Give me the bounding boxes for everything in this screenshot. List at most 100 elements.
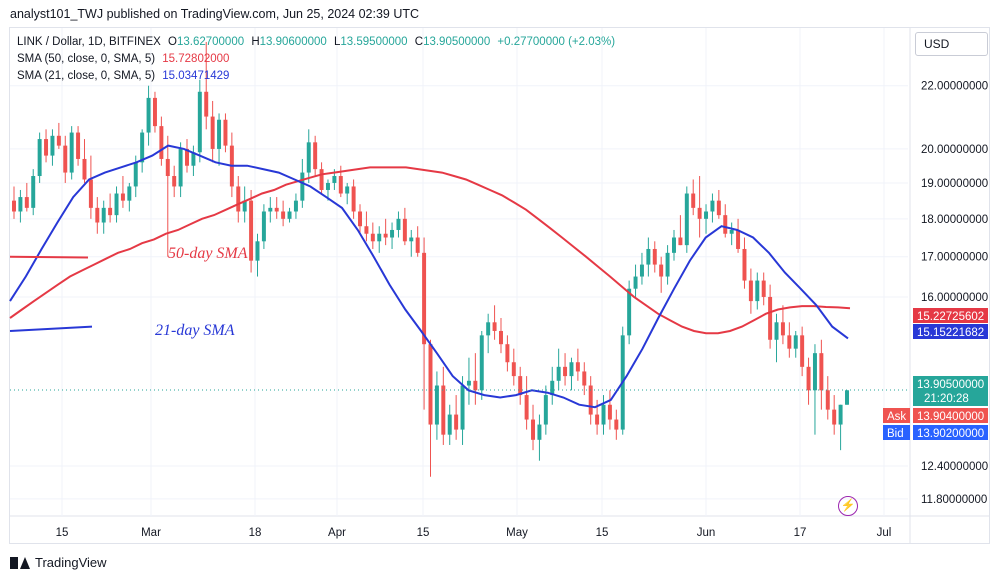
price-axis: 22.00000000 20.00000000 19.00000000 18.0000… [921,81,988,506]
candle-body [402,218,407,242]
last-price-text: 13.90500000 [917,379,984,391]
candle-body [69,132,74,173]
last-price-badge: 13.90500000 21:20:28 [913,376,988,406]
candle-body [281,211,286,219]
candle-body [178,148,183,187]
candle-body [627,288,632,336]
candle-body [723,215,728,234]
sma50-price-badge-bg [913,308,988,323]
candle-body [152,97,157,127]
ask-badge-value: 13.90400000 [917,411,984,423]
candle-body [236,186,241,212]
legend-high: H13.90600000 [251,36,326,48]
legend-open-value: 13.62700000 [176,36,245,48]
candle-body [185,148,189,166]
candle-body [729,229,734,234]
candle-body [261,211,266,242]
bid-badge-value: 13.90200000 [917,428,984,440]
candle-body [409,237,414,242]
candle-body [659,264,664,277]
y-tick-label: 18.00000000 [921,214,988,226]
candle-body [812,353,817,391]
candle-body [684,193,689,246]
candle-body [800,335,805,367]
y-tick-label: 22.00000000 [921,81,988,93]
candle-body [787,335,792,349]
ask-badge: Ask 13.90400000 [883,408,988,423]
candle-body [678,237,683,246]
candle-body [306,142,311,173]
candle-body [511,362,516,377]
x-tick-label: 17 [794,527,807,539]
candle-body [50,135,55,156]
sma21-prior-segment [9,325,93,332]
candle-body [31,176,36,208]
candle-body [633,276,638,289]
legend-sma21-label: SMA (21, close, 0, SMA, 5) [17,70,156,82]
candle-body [274,207,279,212]
tradingview-brand[interactable]: TradingView [10,555,107,570]
candle-body [806,366,811,391]
candle-body [607,404,612,420]
candle-body [537,424,542,440]
candle-body [736,229,741,249]
currency-button[interactable]: USD [915,32,988,56]
bid-badge-value-bg [913,425,988,440]
candle-body [780,322,785,336]
candle-body [550,380,555,396]
candle-body [76,132,81,159]
candle-body [492,322,497,331]
legend-symbol: LINK / Dollar, 1D, BITFINEX [17,36,161,48]
countdown-text: 21:20:28 [924,393,969,405]
y-tick-label: 12.40000000 [921,461,988,473]
candle-body [473,380,478,391]
candle-body [588,385,593,415]
candle-body [223,119,228,146]
sma50-price-badge: 15.22725602 [913,308,988,323]
candle-body [146,97,151,133]
candle-body [24,197,29,208]
lightning-icon[interactable]: ⚡ [838,496,858,516]
candle-body [454,414,459,430]
y-tick-label: 17.00000000 [921,252,988,264]
candle-body [563,366,568,377]
legend-close: C13.90500000 [415,36,490,48]
candle-body [428,344,433,425]
x-tick-label: 18 [249,527,262,539]
legend-ohlc: LINK / Dollar, 1D, BITFINEX O13.62700000… [17,36,619,48]
x-tick-label: Mar [141,527,161,539]
sma21-line [9,144,849,409]
candle-body [300,172,305,201]
candle-body [742,248,747,281]
ask-badge-value-bg [913,408,988,423]
candle-body [639,264,644,277]
candle-body [313,142,318,170]
candle-body [543,395,548,425]
legend-open-label: O [168,36,177,48]
candle-body [531,419,536,440]
x-tick-label: 15 [417,527,430,539]
candle-body [601,404,606,425]
sma21-price-badge-bg [913,324,988,339]
candle-body [217,119,222,149]
chart-frame [9,27,990,544]
candle-body [133,162,138,187]
legend-sma21-value: 15.03471429 [162,70,230,82]
x-tick-label: 15 [596,527,609,539]
candle-body [819,353,824,391]
candle-body [569,362,574,377]
candle-body [595,414,600,425]
candle-body [127,186,132,201]
ask-badge-label-bg [883,408,910,423]
sma50-line [9,166,851,335]
candle-body [319,169,324,190]
candle-body [691,193,696,208]
candle-body [383,233,388,238]
candle-body [748,280,753,302]
legend-close-label: C [414,36,424,48]
candle-body [191,152,196,166]
candle-body [120,193,125,201]
sma21-price-badge: 15.15221682 [913,324,988,339]
x-tick-label: 15 [56,527,69,539]
